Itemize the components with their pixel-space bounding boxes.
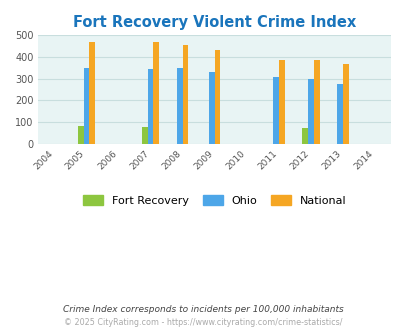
Bar [177,68,182,144]
Bar [301,128,307,144]
Bar [89,42,95,144]
Bar [313,60,319,144]
Bar [182,45,188,144]
Bar [278,60,284,144]
Title: Fort Recovery Violent Crime Index: Fort Recovery Violent Crime Index [73,15,356,30]
Bar [214,50,220,144]
Bar [78,126,83,144]
Bar [336,84,342,144]
Bar [272,77,278,144]
Bar [83,68,89,144]
Bar [342,64,348,144]
Text: Crime Index corresponds to incidents per 100,000 inhabitants: Crime Index corresponds to incidents per… [62,305,343,314]
Bar [147,69,153,144]
Bar [142,127,147,144]
Text: © 2025 CityRating.com - https://www.cityrating.com/crime-statistics/: © 2025 CityRating.com - https://www.city… [64,318,341,327]
Bar [209,72,214,144]
Bar [153,43,159,144]
Bar [307,79,313,144]
Legend: Fort Recovery, Ohio, National: Fort Recovery, Ohio, National [79,190,350,210]
